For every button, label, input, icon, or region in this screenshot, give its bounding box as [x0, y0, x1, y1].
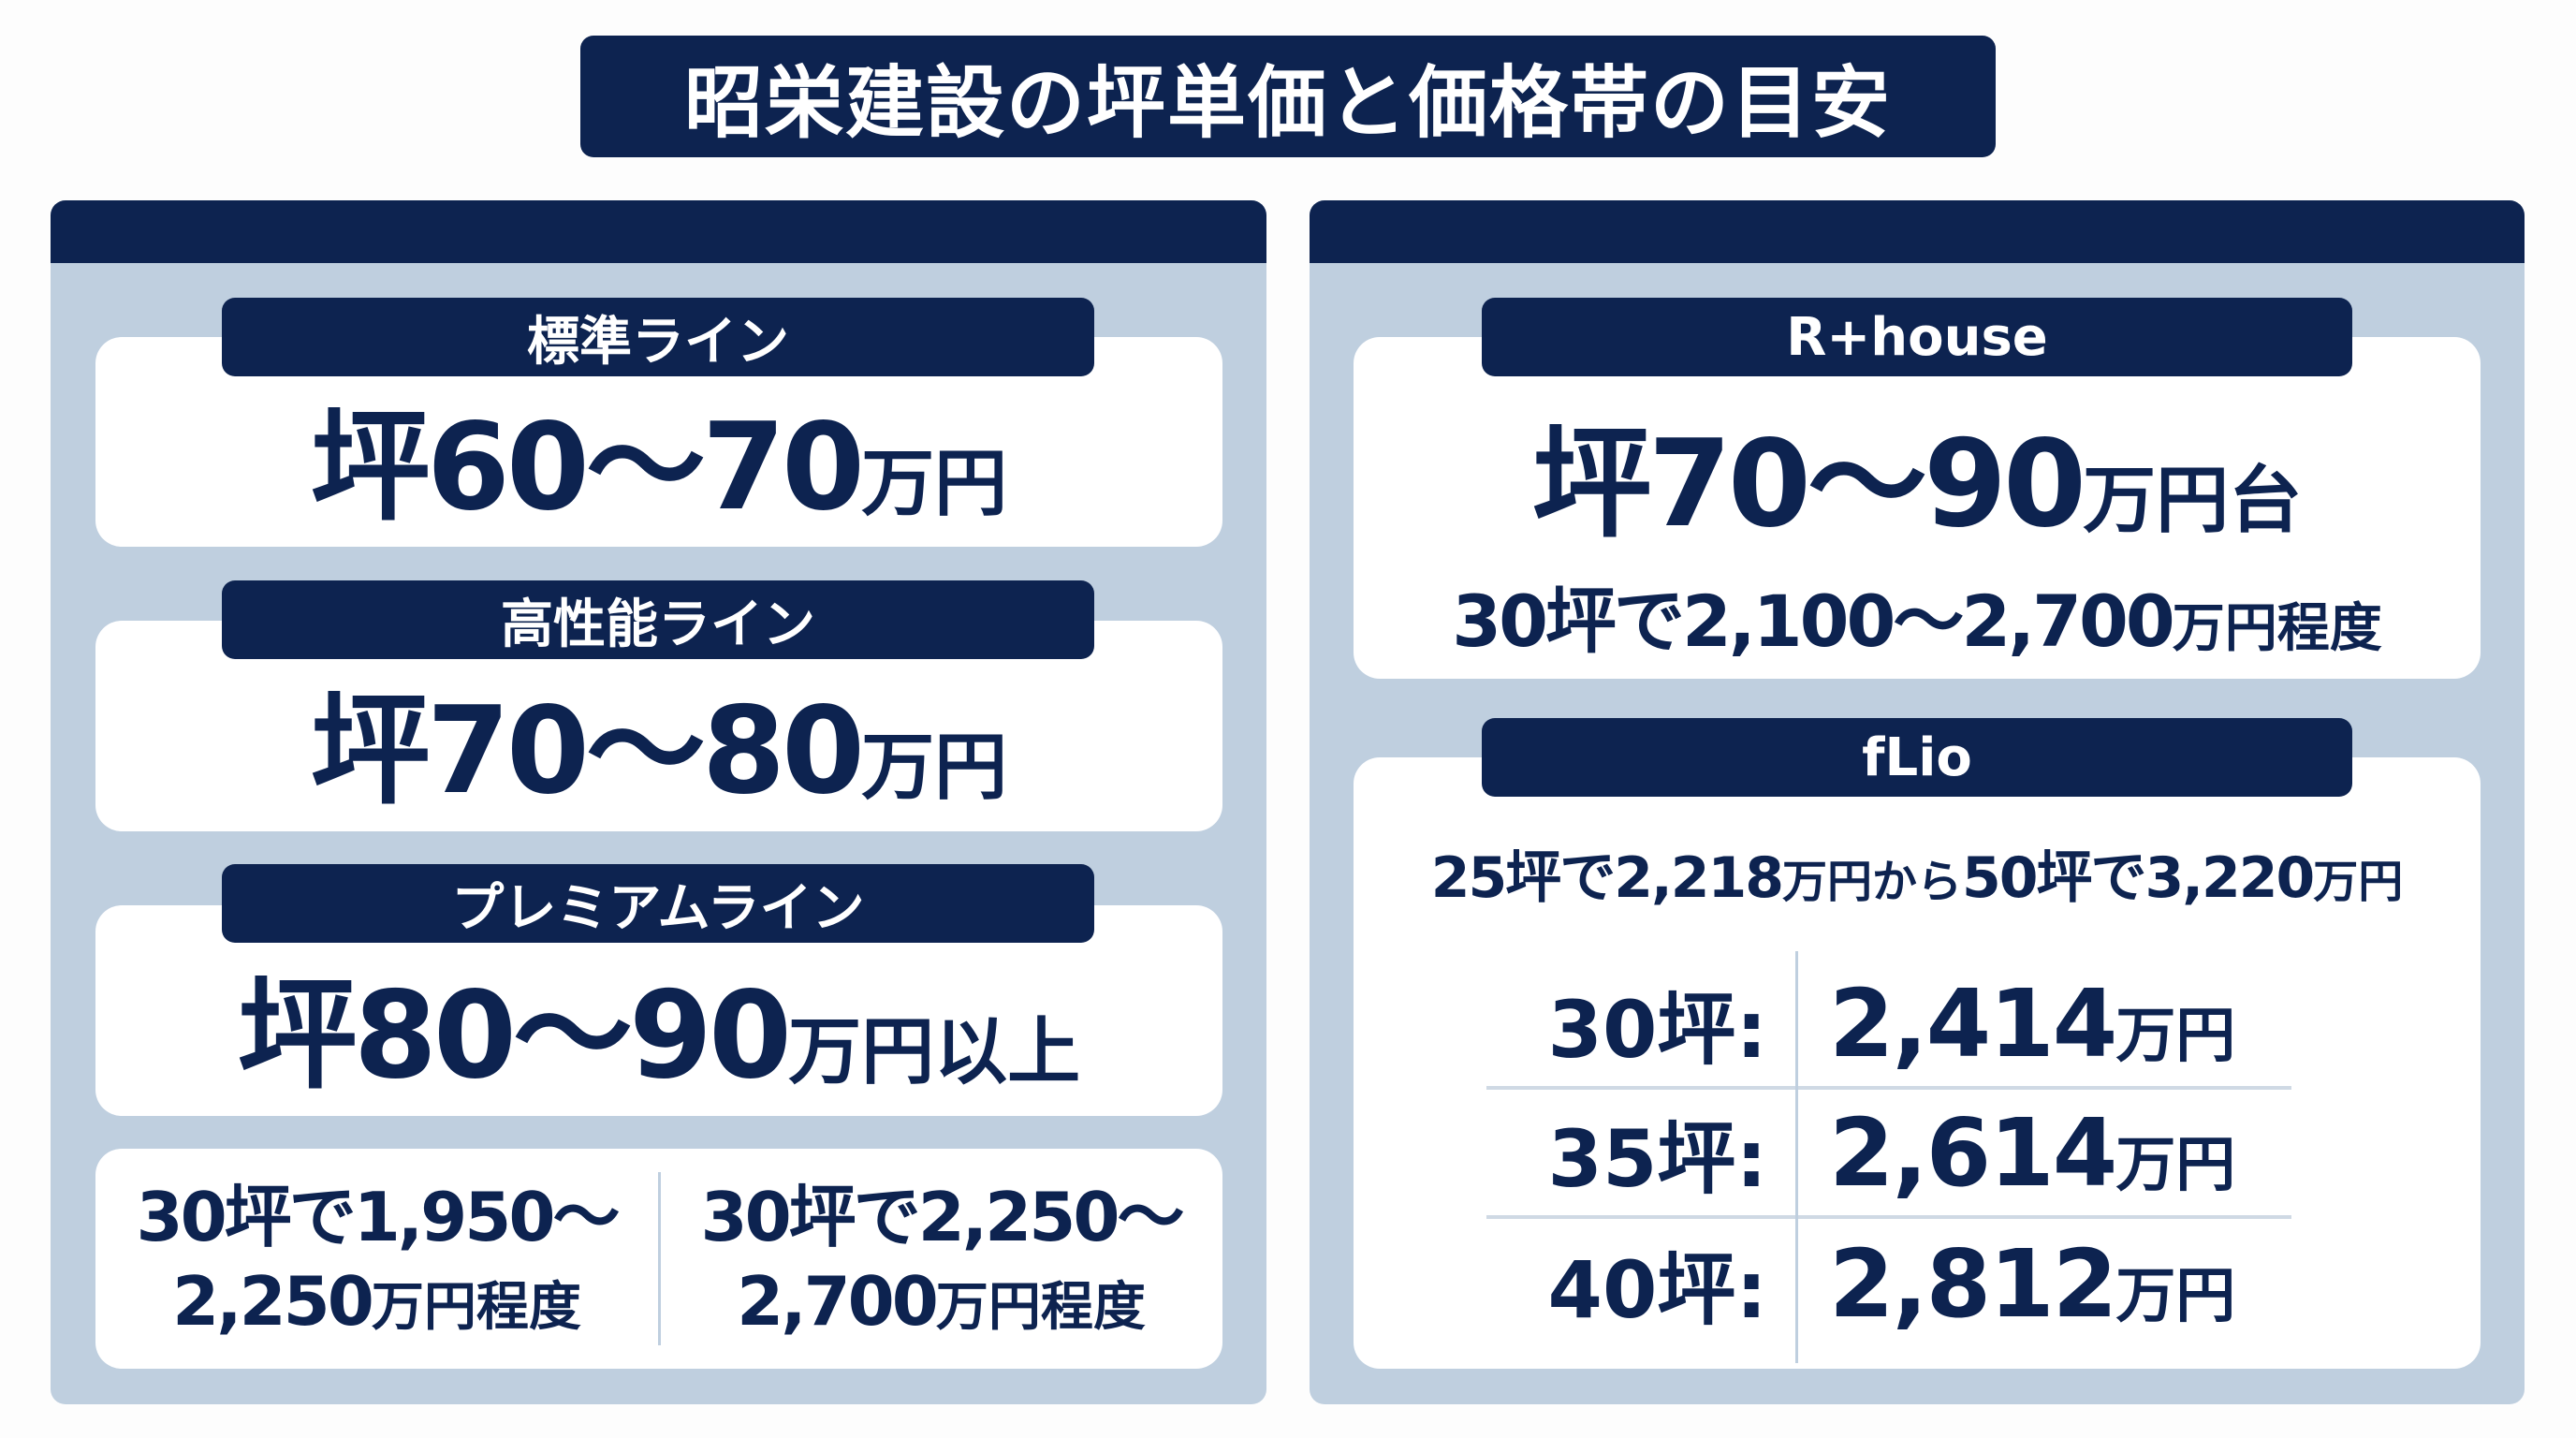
thirty-tsubo-estimate: 30坪で2,100〜2,700 — [1452, 580, 2175, 663]
price-unit: 万円 — [861, 726, 1008, 810]
range-end: 50坪で3,220 — [1962, 845, 2315, 911]
price: 2,414 — [1829, 968, 2117, 1078]
high-performance-line-label: 高性能ライン — [222, 580, 1094, 659]
estimate-note: 30坪で1,950〜 2,250万円程度 — [96, 1175, 658, 1343]
estimate-from: 30坪で2,250〜 — [700, 1177, 1185, 1256]
flio-price-table: 30坪: 2,414万円 35坪: 2,614万円 40坪: 2,812万円 — [1486, 951, 2291, 1363]
price-unit: 万円台 — [2083, 459, 2303, 543]
range-connector: 万円から — [1781, 856, 1962, 908]
premium-line-label: プレミアムライン — [222, 864, 1094, 943]
flio-range: 25坪で2,218万円から50坪で3,220万円 — [1431, 832, 2404, 914]
flio-label: fLio — [1482, 718, 2352, 797]
panel-header-band — [51, 200, 1266, 263]
estimate-to: 2,250 — [172, 1261, 374, 1341]
floor-size: 35坪: — [1547, 1112, 1768, 1205]
flio-card: 25坪で2,218万円から50坪で3,220万円 30坪: 2,414万円 35坪… — [1354, 757, 2481, 1369]
table-row: 30坪: 2,414万円 — [1486, 961, 2291, 1090]
floor-size: 30坪: — [1547, 983, 1768, 1076]
range-start: 25坪で2,218 — [1430, 845, 1784, 911]
standard-line-label: 標準ライン — [222, 298, 1094, 376]
table-divider — [1795, 951, 1798, 1363]
range-unit: 万円 — [2313, 856, 2404, 908]
table-row: 40坪: 2,812万円 — [1486, 1219, 2291, 1348]
rhouse-label: R+house — [1482, 298, 2352, 376]
estimate-to: 2,700 — [737, 1261, 939, 1341]
page-title: 昭栄建設の坪単価と価格帯の目安 — [580, 36, 1996, 157]
floor-size: 40坪: — [1547, 1243, 1768, 1336]
price-range: 坪60〜70 — [310, 397, 865, 537]
estimate-unit: 万円程度 — [371, 1276, 581, 1338]
price-unit: 万円以上 — [788, 1010, 1081, 1094]
price: 2,614 — [1829, 1097, 2117, 1208]
panel-header-band — [1310, 200, 2525, 263]
estimate-note: 30坪で2,250〜 2,700万円程度 — [661, 1175, 1222, 1343]
price-range: 坪70〜80 — [310, 682, 865, 821]
price-unit: 万円 — [2115, 1261, 2236, 1331]
price-range: 坪70〜90 — [1531, 415, 2086, 554]
price-unit: 万円 — [861, 441, 1008, 526]
estimate-unit: 万円程度 — [935, 1276, 1146, 1338]
price-unit: 万円 — [2115, 1130, 2236, 1200]
price-range: 坪80〜90 — [237, 966, 792, 1106]
table-row: 35坪: 2,614万円 — [1486, 1090, 2291, 1219]
estimate-unit: 万円程度 — [2172, 598, 2382, 659]
rhouse-card: 坪70〜90万円台 30坪で2,100〜2,700万円程度 — [1354, 337, 2481, 679]
estimate-from: 30坪で1,950〜 — [136, 1177, 621, 1256]
divider — [657, 1172, 661, 1345]
price: 2,812 — [1829, 1228, 2117, 1339]
thirty-tsubo-estimate-card: 30坪で1,950〜 2,250万円程度 30坪で2,250〜 2,700万円程度 — [95, 1149, 1222, 1369]
price-unit: 万円 — [2115, 1001, 2236, 1071]
